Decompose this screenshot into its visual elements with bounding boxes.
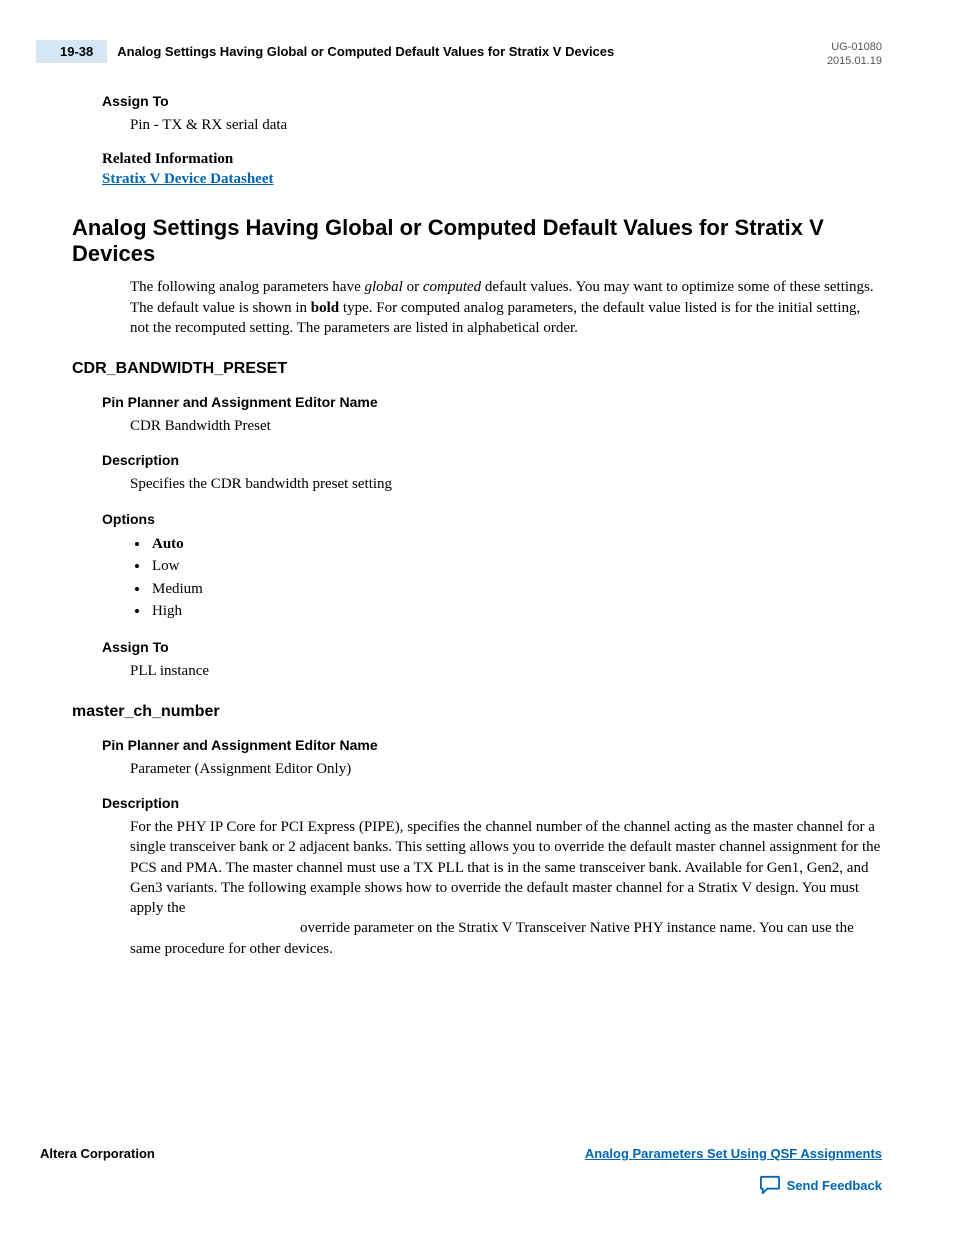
options-list-1: Auto Low Medium High — [130, 533, 882, 623]
doc-meta: UG-01080 2015.01.19 — [827, 40, 882, 69]
desc-value-2a: For the PHY IP Core for PCI Express (PIP… — [130, 817, 882, 918]
option-low: Low — [150, 555, 882, 578]
intro-i2: computed — [423, 279, 481, 295]
send-feedback-link[interactable]: Send Feedback — [759, 1175, 882, 1195]
desc-heading-1: Description — [102, 452, 882, 468]
document-page: 19-38 Analog Settings Having Global or C… — [0, 0, 954, 1235]
param-heading-master: master_ch_number — [72, 703, 882, 721]
options-heading-1: Options — [102, 511, 882, 527]
assign-to-heading-top: Assign To — [102, 93, 882, 109]
feedback-label: Send Feedback — [787, 1178, 882, 1193]
related-info-link[interactable]: Stratix V Device Datasheet — [102, 171, 274, 187]
intro-b: bold — [311, 300, 339, 316]
pin-heading-2: Pin Planner and Assignment Editor Name — [102, 737, 882, 753]
running-title: Analog Settings Having Global or Compute… — [117, 40, 827, 59]
doc-date: 2015.01.19 — [827, 54, 882, 68]
assign-heading-1: Assign To — [102, 639, 882, 655]
assign-to-value-top: Pin - TX & RX serial data — [130, 115, 882, 135]
pin-value-2: Parameter (Assignment Editor Only) — [130, 759, 882, 779]
desc-heading-2: Description — [102, 795, 882, 811]
footer-left: Altera Corporation — [40, 1146, 155, 1161]
intro-t2: or — [403, 279, 423, 295]
page-footer: Altera Corporation Analog Parameters Set… — [40, 1146, 882, 1195]
assign-value-1: PLL instance — [130, 661, 882, 681]
param-heading-cdr: CDR_BANDWIDTH_PRESET — [72, 360, 882, 378]
doc-id: UG-01080 — [827, 40, 882, 54]
intro-t1: The following analog parameters have — [130, 279, 365, 295]
intro-paragraph: The following analog parameters have glo… — [130, 277, 882, 338]
option-auto: Auto — [150, 533, 882, 556]
pin-heading-1: Pin Planner and Assignment Editor Name — [102, 394, 882, 410]
speech-bubble-icon — [759, 1175, 781, 1195]
intro-i1: global — [365, 279, 403, 295]
pin-value-1: CDR Bandwidth Preset — [130, 416, 882, 436]
footer-right-link[interactable]: Analog Parameters Set Using QSF Assignme… — [585, 1146, 882, 1161]
option-medium: Medium — [150, 578, 882, 601]
main-heading: Analog Settings Having Global or Compute… — [72, 215, 882, 267]
desc-value-1: Specifies the CDR bandwidth preset setti… — [130, 474, 882, 494]
page-header: 19-38 Analog Settings Having Global or C… — [72, 40, 882, 69]
related-info-label: Related Information — [102, 151, 233, 167]
page-number-badge: 19-38 — [36, 40, 107, 63]
desc-value-2b: override parameter on the Stratix V Tran… — [130, 918, 882, 959]
option-high: High — [150, 600, 882, 623]
